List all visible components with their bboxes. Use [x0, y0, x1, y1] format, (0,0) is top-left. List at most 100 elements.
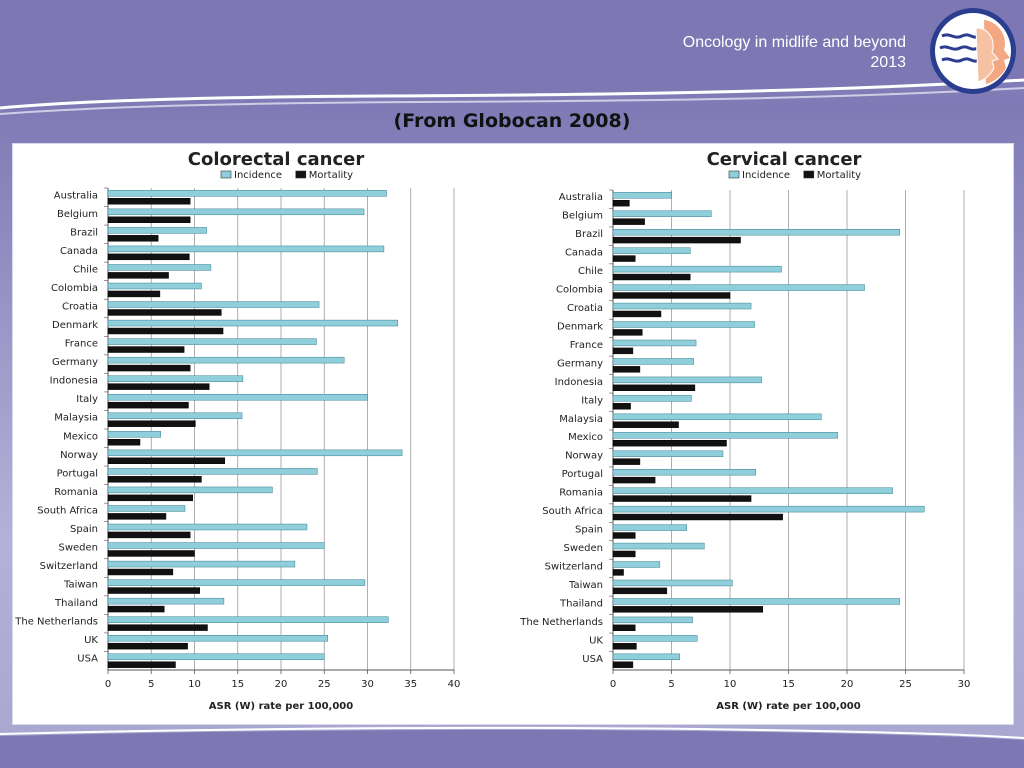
x-tick-label: 25	[899, 679, 912, 690]
bar-mortality-indonesia	[107, 383, 210, 390]
bar-incidence-canada	[107, 245, 385, 253]
category-label: Germany	[52, 357, 98, 368]
category-label: Colombia	[556, 285, 603, 296]
category-label: Brazil	[70, 227, 98, 238]
category-label: UK	[84, 635, 98, 646]
bar-incidence-romania	[612, 487, 893, 494]
category-label: Romania	[559, 488, 603, 499]
category-label: Sweden	[563, 543, 603, 554]
chart-title: Cervical cancer	[707, 149, 862, 170]
header-caption: Oncology in midlife and beyond 2013	[683, 33, 906, 73]
bar-mortality-sweden	[107, 550, 195, 557]
category-label: Thailand	[559, 598, 603, 609]
charts-svg: Colorectal cancer Incidence Mortality 0 5 10 1…	[14, 149, 970, 712]
category-label: Malaysia	[54, 413, 98, 424]
bar-incidence-germany	[612, 358, 694, 365]
category-label: Australia	[54, 190, 98, 201]
bar-mortality-colombia	[612, 292, 731, 299]
bar-mortality-south-africa	[612, 513, 783, 521]
bar-incidence-belgium	[107, 208, 365, 216]
category-label: Italy	[76, 394, 98, 405]
bar-mortality-chile	[612, 273, 691, 281]
bar-mortality-south-africa	[107, 513, 167, 520]
bar-incidence-canada	[612, 247, 691, 254]
bar-mortality-indonesia	[612, 384, 696, 392]
category-label: Chile	[73, 264, 98, 275]
bar-mortality-switzerland	[612, 569, 624, 576]
bar-mortality-romania	[107, 494, 194, 502]
category-label: Norway	[60, 450, 98, 461]
category-label: USA	[77, 654, 98, 665]
bar-mortality-belgium	[107, 216, 191, 223]
bar-mortality-germany	[612, 366, 641, 373]
bar-mortality-switzerland	[107, 568, 174, 576]
category-label: Taiwan	[568, 580, 603, 591]
bar-mortality-australia	[612, 199, 630, 207]
category-label: Taiwan	[63, 580, 98, 591]
category-label: Sweden	[58, 543, 98, 554]
bar-mortality-sweden	[612, 550, 636, 558]
category-label: UK	[589, 635, 603, 646]
bar-incidence-romania	[107, 486, 273, 494]
source-title: (From Globocan 2008)	[393, 110, 631, 132]
bar-mortality-the-netherlands	[612, 624, 636, 632]
x-tick-label: 0	[105, 679, 111, 690]
bar-incidence-france	[612, 339, 697, 347]
x-tick-label: 25	[318, 679, 331, 690]
bar-mortality-colombia	[107, 290, 161, 298]
bar-incidence-malaysia	[107, 412, 243, 419]
bar-mortality-france	[612, 347, 634, 355]
bar-mortality-brazil	[612, 236, 741, 244]
bar-mortality-usa	[612, 661, 634, 668]
bar-incidence-denmark	[612, 321, 755, 328]
x-tick-label: 30	[958, 679, 971, 690]
category-label: Indonesia	[555, 377, 603, 388]
bar-incidence-france	[107, 338, 317, 345]
bar-incidence-croatia	[612, 302, 752, 310]
category-label: Canada	[60, 246, 98, 257]
bar-incidence-spain	[612, 524, 687, 531]
x-tick-label: 40	[448, 679, 461, 690]
bar-incidence-sweden	[107, 542, 325, 549]
bar-mortality-thailand	[612, 606, 764, 613]
bar-incidence-south-africa	[107, 505, 186, 512]
header-line-2: 2013	[870, 54, 906, 71]
legend-swatch-mortality	[803, 170, 815, 179]
bar-incidence-norway	[612, 450, 724, 457]
chart-title: Colorectal cancer	[188, 149, 365, 170]
x-tick-label: 20	[841, 679, 854, 690]
legend-swatch-incidence	[220, 170, 232, 179]
bar-incidence-germany	[107, 356, 345, 364]
bar-mortality-taiwan	[612, 587, 668, 595]
bar-mortality-canada	[612, 255, 636, 262]
x-tick-label: 15	[231, 679, 244, 690]
bar-incidence-australia	[107, 190, 387, 197]
bar-mortality-canada	[107, 253, 190, 261]
bar-mortality-chile	[107, 272, 169, 279]
category-label: The Netherlands	[14, 617, 98, 628]
category-label: Switzerland	[545, 561, 603, 572]
category-label: Chile	[578, 266, 603, 277]
bar-mortality-belgium	[612, 218, 645, 225]
category-label: Portugal	[57, 468, 98, 479]
category-label: Norway	[565, 451, 603, 462]
bar-incidence-taiwan	[612, 579, 733, 587]
bar-mortality-portugal	[612, 476, 656, 484]
bar-incidence-belgium	[612, 210, 712, 217]
category-label: The Netherlands	[519, 617, 603, 628]
category-label: Colombia	[51, 283, 98, 294]
legend-label-incidence: Incidence	[742, 170, 790, 181]
bar-incidence-thailand	[107, 597, 225, 605]
bar-mortality-taiwan	[107, 587, 200, 594]
bar-incidence-mexico	[612, 432, 838, 439]
category-label: Mexico	[568, 432, 603, 443]
x-tick-label: 10	[188, 679, 201, 690]
legend-label-mortality: Mortality	[309, 170, 353, 181]
x-tick-label: 5	[668, 679, 674, 690]
bar-incidence-uk	[612, 635, 698, 642]
category-label: Denmark	[557, 321, 603, 332]
bar-mortality-portugal	[107, 476, 202, 483]
bar-mortality-norway	[612, 458, 641, 465]
bar-mortality-malaysia	[612, 421, 679, 428]
